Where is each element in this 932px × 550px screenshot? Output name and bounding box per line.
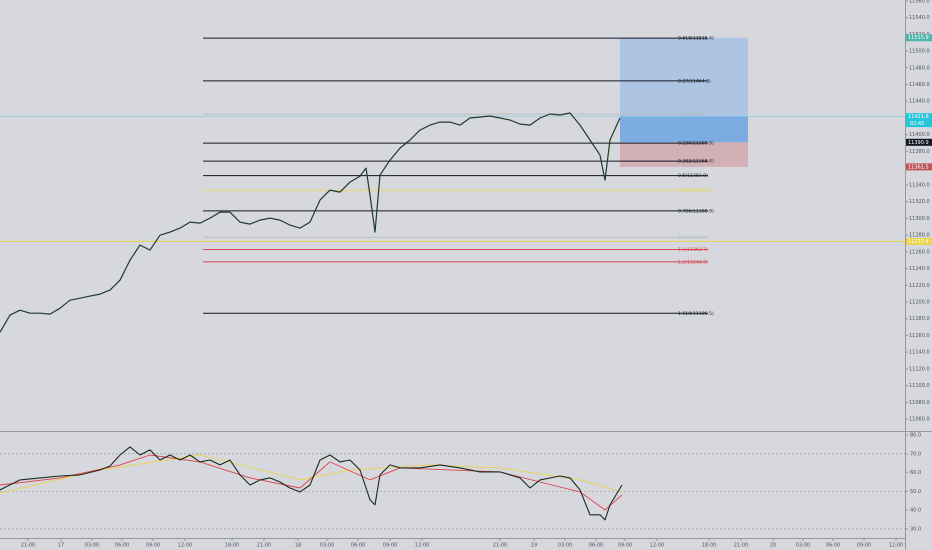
y-tick-label: 40.0 [910, 508, 921, 514]
x-tick-label: 06:00 [115, 543, 129, 549]
y-tick-label: 11460.0 [909, 82, 930, 88]
x-tick-label: 06:00 [351, 543, 365, 549]
price-tag-label: 11515.9 [908, 35, 929, 41]
y-tick-label: 11320.0 [909, 199, 930, 205]
x-tick-label: 17 [58, 543, 64, 549]
y-tick-label: 11300.0 [909, 216, 930, 222]
y-tick-label: 11060.0 [909, 417, 930, 423]
x-tick-label: 20 [770, 543, 776, 549]
rsi-line [0, 446, 623, 521]
stop-zone [620, 142, 748, 167]
fib-label: 1.1(11262.7) [678, 247, 708, 253]
y-tick-label: 11560.0 [909, 0, 930, 4]
x-tick-label: 06:00 [826, 543, 840, 549]
y-tick-label: 11080.0 [909, 400, 930, 406]
y-tick-label: 11400.0 [909, 132, 930, 138]
open-profit [620, 116, 748, 143]
y-tick-label: 80.0 [910, 433, 921, 439]
countdown: 02:45 [910, 121, 924, 127]
y-tick-label: 11540.0 [909, 15, 930, 21]
x-tick-label: 03:00 [85, 543, 99, 549]
x-tick-label: 21:00 [734, 543, 748, 549]
price-tag [906, 163, 932, 171]
x-tick-label: 06:00 [589, 543, 603, 549]
x-tick-label: 09:00 [383, 543, 397, 549]
x-tick-label: 09:00 [146, 543, 160, 549]
fib-label: 1.618(11186.5) [678, 311, 714, 317]
price-tag [906, 113, 932, 128]
fib-label: 0.236(11389.9) [678, 141, 714, 147]
price-tag [906, 138, 932, 146]
y-tick-label: 11240.0 [909, 266, 930, 272]
rsi-line [0, 454, 623, 494]
fib-label: 0.618(11333.6) [678, 188, 714, 194]
price-line [0, 112, 621, 333]
y-tick-label: 11220.0 [909, 283, 930, 289]
x-tick-label: 03:00 [320, 543, 334, 549]
price-tag-label: 11272.4 [908, 239, 929, 245]
price-tag-label: 11390.9 [908, 140, 929, 146]
fib-label: 1.2(11248.0) [678, 259, 708, 265]
price-tag [906, 34, 932, 42]
price-tag [906, 237, 932, 245]
y-tick-label: 11200.0 [909, 300, 930, 306]
y-tick-label: 70.0 [910, 451, 921, 457]
y-tick-label: 11280.0 [909, 233, 930, 239]
y-tick-label: 11100.0 [909, 383, 930, 389]
fib-label: 0.786(11308.9) [678, 208, 714, 214]
x-tick-label: 21:00 [257, 543, 271, 549]
y-tick-label: 11120.0 [909, 366, 930, 372]
fib-label: 0.382(11368.4) [678, 159, 714, 165]
y-tick-label: 50.0 [910, 489, 921, 495]
fib-label: 0.618(11515.4) [678, 36, 714, 42]
x-tick-label: 03:00 [558, 543, 572, 549]
y-tick-label: 11160.0 [909, 333, 930, 339]
x-tick-label: 03:00 [796, 543, 810, 549]
x-tick-label: 18:00 [702, 543, 716, 549]
x-tick-label: 21:00 [493, 543, 507, 549]
y-tick-label: 60.0 [910, 470, 921, 476]
y-tick-label: 11440.0 [909, 99, 930, 105]
y-tick-label: 11260.0 [909, 249, 930, 255]
x-tick-label: 12:00 [889, 543, 903, 549]
x-tick-label: 09:00 [857, 543, 871, 549]
x-tick-label: 09:00 [618, 543, 632, 549]
y-tick-label: 11340.0 [909, 182, 930, 188]
price-tag-label: 11421.6 [908, 114, 929, 120]
fib-label: 0.27(11464.3) [678, 78, 711, 84]
x-tick-label: 18 [295, 543, 301, 549]
fib-label: 0(11424.6) [678, 112, 704, 118]
x-tick-label: 12:00 [415, 543, 429, 549]
x-tick-label: 12:00 [178, 543, 192, 549]
x-tick-label: 18:00 [225, 543, 239, 549]
y-tick-label: 11180.0 [909, 316, 930, 322]
fib-label: 0.5(11351.0) [678, 173, 708, 179]
y-tick-label: 11480.0 [909, 65, 930, 71]
y-tick-label: 11500.0 [909, 49, 930, 55]
y-tick-label: 30.0 [910, 526, 921, 532]
y-tick-label: 11380.0 [909, 149, 930, 155]
y-tick-label: 11140.0 [909, 350, 930, 356]
rsi-line [0, 454, 623, 511]
price-tag-label: 11361.5 [908, 164, 929, 170]
x-tick-label: 12:00 [650, 543, 664, 549]
x-tick-label: 21:00 [21, 543, 35, 549]
x-tick-label: 19 [531, 543, 537, 549]
fib-label: 1(11277.4) [678, 235, 704, 241]
